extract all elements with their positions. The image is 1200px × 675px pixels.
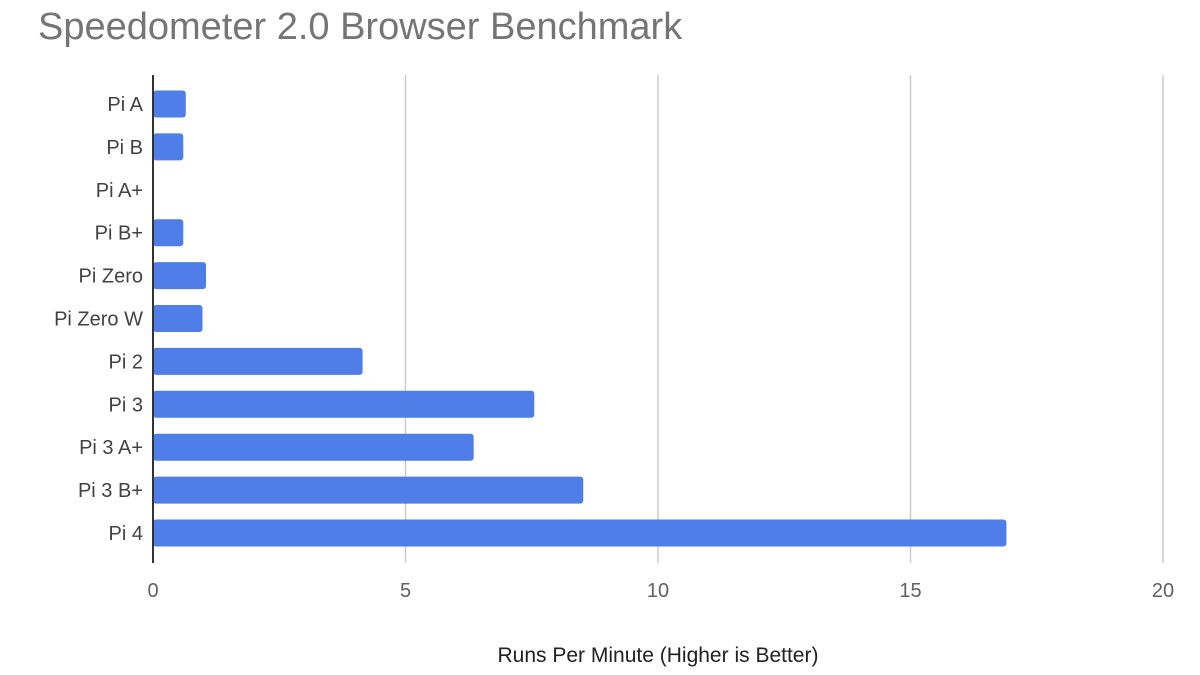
bar-pi-3 xyxy=(153,390,535,418)
x-axis-title: Runs Per Minute (Higher is Better) xyxy=(498,644,819,667)
category-label-pi-b-plus: Pi B+ xyxy=(95,223,143,245)
category-label-pi-a: Pi A xyxy=(107,94,143,116)
x-tick-label-5: 5 xyxy=(400,580,411,602)
category-label-pi-3-a-plus: Pi 3 A+ xyxy=(79,437,143,459)
bar-pi-a xyxy=(153,90,186,118)
bar-pi-zero-w xyxy=(153,305,203,332)
bar-pi-3-a-plus xyxy=(153,433,474,461)
category-label-pi-a-plus: Pi A+ xyxy=(96,180,143,202)
x-tick-label-15: 15 xyxy=(899,580,921,602)
category-label-pi-3: Pi 3 xyxy=(109,394,143,416)
x-tick-label-0: 0 xyxy=(147,580,158,602)
bars xyxy=(153,90,1007,547)
category-label-pi-4: Pi 4 xyxy=(109,523,143,545)
labels: 0 5 10 15 20 Pi A Pi B Pi A+ Pi B+ Pi Zero Pi Zero… xyxy=(54,94,1174,602)
bar-pi-2 xyxy=(153,347,363,375)
bar-pi-zero xyxy=(153,262,207,290)
category-label-pi-zero-w: Pi Zero W xyxy=(54,309,143,331)
bar-pi-4 xyxy=(153,519,1007,547)
category-label-pi-2: Pi 2 xyxy=(109,351,143,373)
category-label-pi-3-b-plus: Pi 3 B+ xyxy=(78,480,143,502)
x-tick-label-10: 10 xyxy=(647,580,669,602)
x-tick-label-20: 20 xyxy=(1152,580,1174,602)
bar-pi-b-plus xyxy=(153,219,184,247)
category-label-pi-b: Pi B xyxy=(106,137,143,159)
chart-title: Speedometer 2.0 Browser Benchmark xyxy=(38,6,683,48)
bar-pi-b xyxy=(153,133,184,161)
bar-pi-3-b-plus xyxy=(153,476,584,504)
category-label-pi-zero: Pi Zero xyxy=(79,266,143,288)
